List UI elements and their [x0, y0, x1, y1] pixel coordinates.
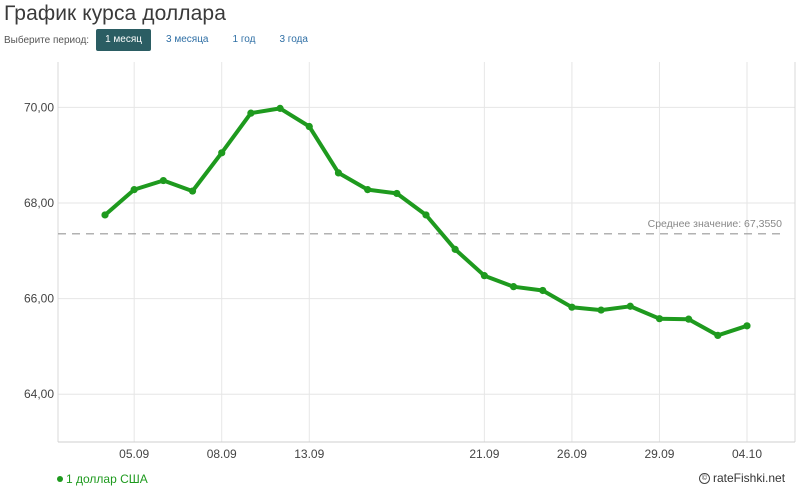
data-point: [539, 286, 547, 295]
page-title: График курса доллара: [4, 2, 226, 25]
period-button-1-month[interactable]: 1 месяц: [96, 29, 151, 51]
data-point: [393, 189, 401, 198]
data-point: [159, 176, 167, 185]
period-label: Выберите период:: [4, 34, 90, 46]
data-point: [568, 303, 576, 311]
data-point: [422, 211, 430, 219]
data-point: [509, 283, 518, 291]
data-point: [597, 306, 605, 314]
y-tick-label: 64,00: [24, 387, 54, 401]
data-point: [364, 186, 372, 194]
data-point: [188, 187, 197, 195]
x-tick-label: 08.09: [207, 447, 237, 461]
data-point: [334, 169, 343, 177]
x-tick-label: 21.09: [469, 447, 499, 461]
legend-marker: [57, 476, 63, 482]
y-tick-label: 70,00: [24, 100, 54, 114]
y-tick-label: 66,00: [24, 292, 54, 306]
x-tick-label: 26.09: [557, 447, 587, 461]
period-button-3-years[interactable]: 3 года: [279, 34, 308, 45]
data-point: [626, 302, 634, 310]
copyright-icon: ©: [699, 472, 710, 484]
average-label: Среднее значение: 67,3550: [648, 218, 783, 230]
data-point: [480, 272, 488, 280]
data-point: [685, 315, 693, 323]
period-button-1-year[interactable]: 1 год: [232, 34, 256, 45]
watermark: © rateFishki.net: [699, 471, 785, 485]
period-selector: Выберите период: 1 месяц 3 месяца 1 год …: [4, 28, 323, 52]
data-point: [130, 186, 138, 194]
x-tick-label: 05.09: [119, 447, 149, 461]
y-tick-label: 68,00: [24, 196, 54, 210]
x-tick-label: 13.09: [294, 447, 324, 461]
data-point: [451, 245, 459, 253]
data-point: [655, 315, 664, 323]
data-point: [276, 104, 284, 112]
data-point: [101, 211, 109, 219]
data-point: [714, 331, 722, 340]
data-point: [247, 109, 255, 117]
period-button-3-months[interactable]: 3 месяца: [166, 34, 209, 45]
watermark-text: rateFishki.net: [713, 471, 786, 485]
x-tick-label: 29.09: [644, 447, 674, 461]
data-point: [743, 322, 751, 330]
legend-label: 1 доллар США: [66, 472, 148, 486]
x-tick-label: 04.10: [732, 447, 762, 461]
chart-legend[interactable]: 1 доллар США: [57, 472, 148, 486]
data-point: [305, 122, 313, 131]
data-point: [218, 149, 226, 157]
